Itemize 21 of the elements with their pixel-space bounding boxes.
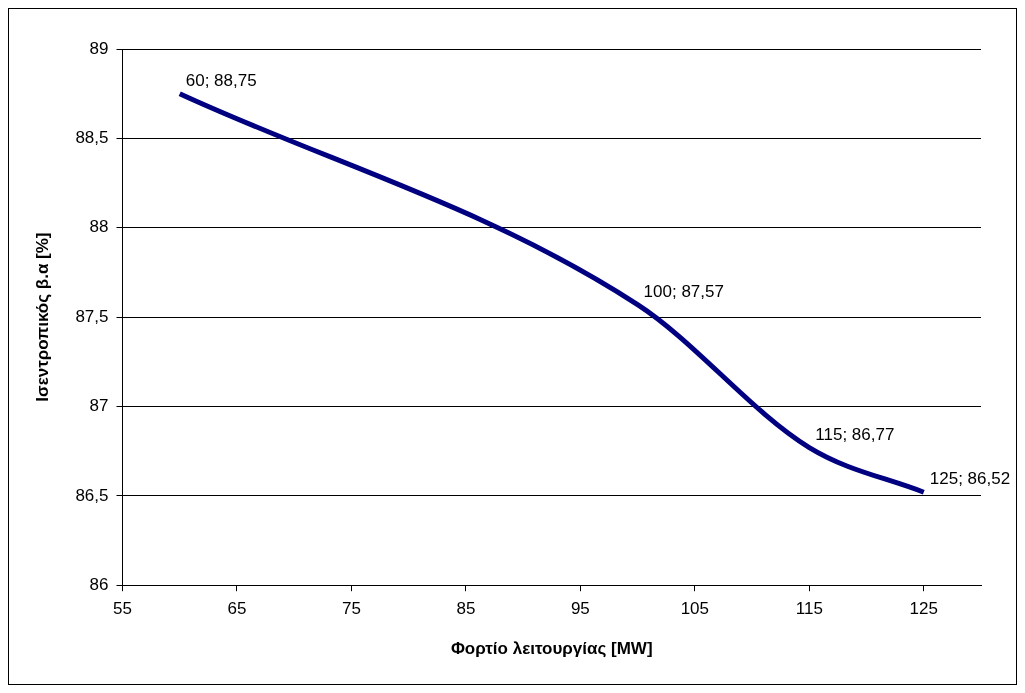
x-tick-label: 75 (341, 599, 361, 619)
y-tick-label: 86,5 (75, 485, 109, 505)
x-tick-label: 65 (227, 599, 247, 619)
data-label: 60; 88,75 (185, 70, 257, 90)
x-tick-label: 115 (795, 599, 823, 619)
x-tick-label: 55 (113, 599, 132, 619)
x-tick-label: 125 (909, 599, 938, 619)
x-tick-label: 85 (456, 599, 476, 619)
y-tick-label: 89 (89, 38, 109, 58)
y-tick-label: 87 (89, 396, 109, 416)
x-tick-label: 95 (570, 599, 590, 619)
y-axis-title: Ισεντροπικός β.α [%] (32, 232, 52, 402)
y-tick-label: 88 (89, 217, 109, 237)
x-axis-title: Φορτίο λειτουργίας [MW] (450, 639, 653, 659)
data-label: 115; 86,77 (815, 424, 895, 444)
data-label: 100; 87,57 (643, 281, 724, 301)
x-tick-label: 105 (680, 599, 710, 619)
y-tick-label: 86 (89, 574, 109, 594)
y-tick-label: 87,5 (75, 306, 109, 326)
data-label: 125; 86,52 (929, 469, 1011, 489)
y-tick-label: 88,5 (75, 128, 109, 148)
